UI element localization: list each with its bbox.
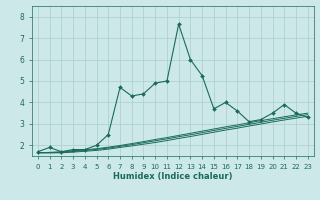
- X-axis label: Humidex (Indice chaleur): Humidex (Indice chaleur): [113, 172, 233, 181]
